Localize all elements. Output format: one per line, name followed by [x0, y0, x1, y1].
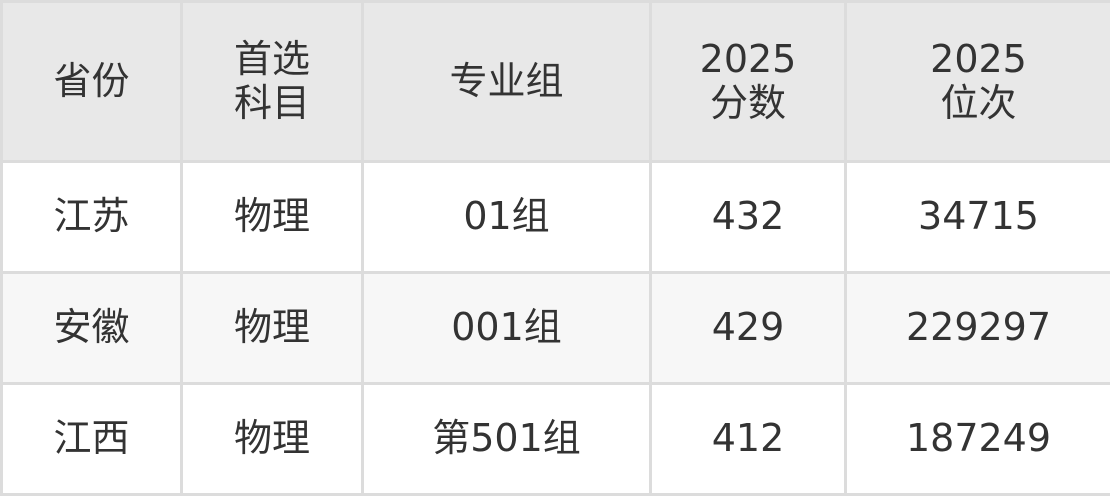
header-province: 省份 — [2, 2, 182, 162]
cell-score: 412 — [651, 384, 846, 495]
cell-subject: 物理 — [182, 162, 363, 273]
cell-province: 江苏 — [2, 162, 182, 273]
cell-subject: 物理 — [182, 384, 363, 495]
cell-subject: 物理 — [182, 273, 363, 384]
cell-group: 001组 — [363, 273, 651, 384]
header-rank: 2025 位次 — [846, 2, 1110, 162]
header-row: 省份 首选 科目 专业组 2025 分数 2025 位次 — [2, 2, 1110, 162]
cell-rank: 34715 — [846, 162, 1110, 273]
cell-group: 01组 — [363, 162, 651, 273]
cell-group: 第501组 — [363, 384, 651, 495]
cell-score: 432 — [651, 162, 846, 273]
cell-province: 江西 — [2, 384, 182, 495]
cell-province: 安徽 — [2, 273, 182, 384]
header-score: 2025 分数 — [651, 2, 846, 162]
cell-rank: 187249 — [846, 384, 1110, 495]
header-group: 专业组 — [363, 2, 651, 162]
cell-score: 429 — [651, 273, 846, 384]
cell-rank: 229297 — [846, 273, 1110, 384]
header-subject: 首选 科目 — [182, 2, 363, 162]
